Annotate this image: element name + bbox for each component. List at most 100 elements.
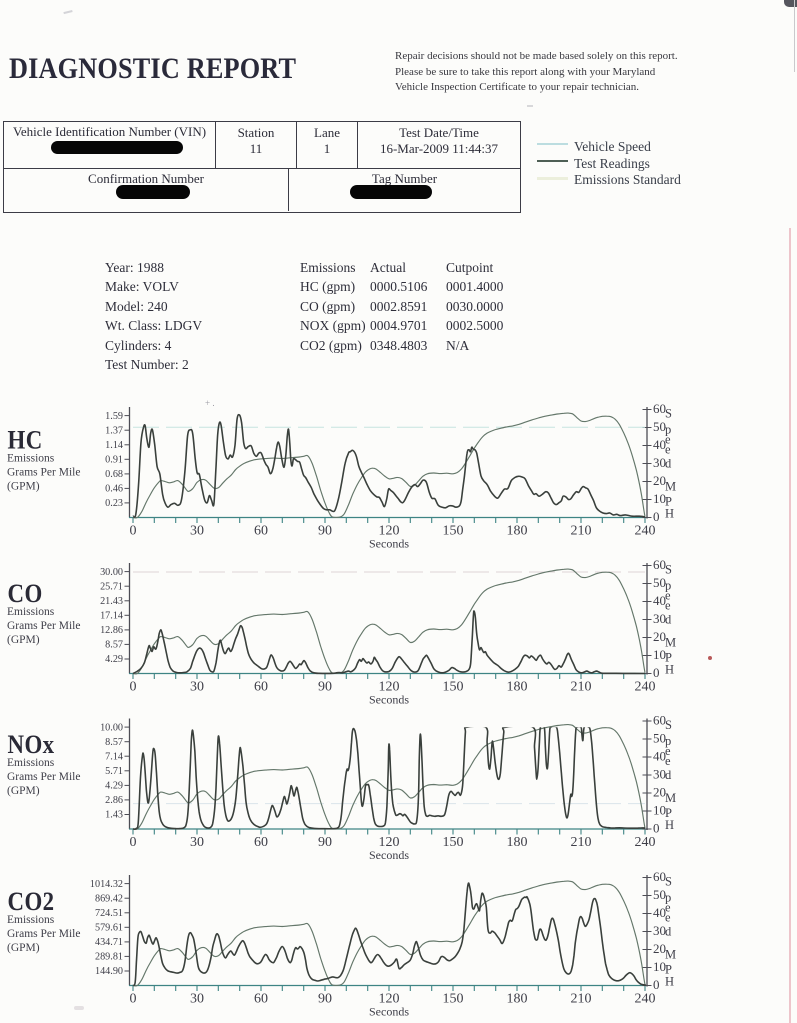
svg-text:NOx: NOx (8, 731, 55, 760)
svg-text:Seconds: Seconds (369, 693, 409, 707)
svg-text:40: 40 (653, 905, 666, 920)
svg-text:M: M (665, 636, 676, 650)
svg-text:e: e (665, 443, 671, 457)
svg-text:Emissions: Emissions (7, 757, 55, 769)
svg-text:p: p (665, 579, 671, 593)
svg-text:50: 50 (653, 575, 666, 590)
svg-text:60: 60 (254, 835, 268, 850)
svg-text:P: P (665, 651, 672, 665)
svg-text:e: e (665, 433, 671, 447)
svg-text:20: 20 (653, 629, 666, 644)
svg-text:17.14: 17.14 (100, 611, 123, 622)
svg-text:H: H (665, 975, 674, 989)
svg-text:60: 60 (254, 680, 268, 695)
svg-text:CO2: CO2 (8, 888, 55, 917)
svg-text:30: 30 (653, 611, 666, 626)
svg-text:0: 0 (653, 821, 660, 836)
svg-text:Seconds: Seconds (369, 537, 409, 551)
svg-text:180: 180 (507, 992, 528, 1007)
svg-text:10: 10 (653, 803, 666, 818)
svg-text:4.29: 4.29 (105, 654, 123, 665)
svg-text:10.00: 10.00 (100, 722, 123, 733)
svg-text:240: 240 (635, 992, 656, 1007)
svg-text:0: 0 (653, 977, 660, 992)
svg-text:150: 150 (443, 680, 464, 695)
svg-text:12.86: 12.86 (100, 625, 123, 636)
svg-text:(GPM): (GPM) (7, 942, 40, 954)
svg-text:289.81: 289.81 (95, 952, 123, 963)
svg-text:120: 120 (379, 680, 400, 695)
svg-text:7.14: 7.14 (105, 752, 123, 763)
svg-text:150: 150 (443, 524, 464, 539)
svg-text:S: S (665, 563, 672, 577)
svg-text:20: 20 (653, 941, 666, 956)
svg-text:(GPM): (GPM) (7, 481, 40, 493)
svg-text:0: 0 (653, 509, 660, 524)
svg-text:210: 210 (571, 835, 592, 850)
svg-text:1.59: 1.59 (105, 411, 123, 422)
svg-text:p: p (665, 423, 671, 437)
svg-text:8.57: 8.57 (105, 737, 123, 748)
svg-text:869.42: 869.42 (95, 893, 123, 904)
svg-text:Grams Per Mile: Grams Per Mile (7, 467, 80, 479)
svg-text:HC: HC (8, 426, 43, 455)
svg-text:0.46: 0.46 (105, 484, 123, 495)
svg-text:S: S (665, 718, 672, 732)
svg-text:240: 240 (635, 524, 656, 539)
svg-text:M: M (665, 948, 676, 962)
svg-text:p: p (665, 734, 671, 748)
svg-text:724.51: 724.51 (95, 908, 123, 919)
svg-text:10: 10 (653, 647, 666, 662)
svg-text:0: 0 (130, 992, 137, 1007)
svg-text:Grams Per Mile: Grams Per Mile (7, 771, 80, 783)
svg-text:e: e (665, 744, 671, 758)
svg-text:d: d (665, 925, 672, 939)
svg-text:579.61: 579.61 (95, 923, 123, 934)
svg-text:240: 240 (635, 835, 656, 850)
svg-text:H: H (665, 507, 674, 521)
svg-text:180: 180 (507, 680, 528, 695)
svg-text:e: e (665, 901, 671, 915)
svg-text:20: 20 (653, 473, 666, 488)
svg-text:10: 10 (653, 491, 666, 506)
svg-text:CO: CO (8, 580, 43, 609)
svg-text:e: e (665, 599, 671, 613)
svg-text:150: 150 (443, 992, 464, 1007)
svg-text:2.86: 2.86 (105, 795, 123, 806)
svg-text:0.23: 0.23 (105, 498, 123, 509)
svg-text:90: 90 (318, 992, 332, 1007)
svg-text:40: 40 (653, 593, 666, 608)
svg-text:144.90: 144.90 (95, 966, 123, 977)
svg-text:180: 180 (507, 524, 528, 539)
svg-text:50: 50 (653, 887, 666, 902)
svg-text:M: M (665, 791, 676, 805)
svg-text:30: 30 (653, 923, 666, 938)
svg-text:60: 60 (254, 992, 268, 1007)
svg-text:Seconds: Seconds (369, 848, 409, 862)
svg-text:1.43: 1.43 (105, 810, 123, 821)
svg-text:20: 20 (653, 785, 666, 800)
svg-text:4.29: 4.29 (105, 781, 123, 792)
svg-text:90: 90 (318, 835, 332, 850)
svg-text:0.91: 0.91 (105, 455, 123, 466)
svg-text:30: 30 (653, 767, 666, 782)
svg-text:60: 60 (653, 557, 666, 572)
svg-text:d: d (665, 613, 672, 627)
svg-text:120: 120 (379, 992, 400, 1007)
svg-text:p: p (665, 891, 671, 905)
svg-text:5.71: 5.71 (105, 766, 123, 777)
svg-text:0: 0 (130, 835, 137, 850)
svg-text:Emissions: Emissions (7, 914, 55, 926)
svg-text:120: 120 (379, 524, 400, 539)
svg-text:d: d (665, 768, 672, 782)
svg-text:Seconds: Seconds (369, 1005, 409, 1019)
svg-text:Grams Per Mile: Grams Per Mile (7, 620, 80, 632)
svg-text:1.37: 1.37 (105, 425, 123, 436)
svg-text:21.43: 21.43 (100, 596, 123, 607)
svg-text:M: M (665, 480, 676, 494)
svg-text:0: 0 (130, 524, 137, 539)
svg-text:60: 60 (653, 713, 666, 728)
svg-text:P: P (665, 495, 672, 509)
svg-text:40: 40 (653, 749, 666, 764)
svg-text:Emissions: Emissions (7, 453, 55, 465)
